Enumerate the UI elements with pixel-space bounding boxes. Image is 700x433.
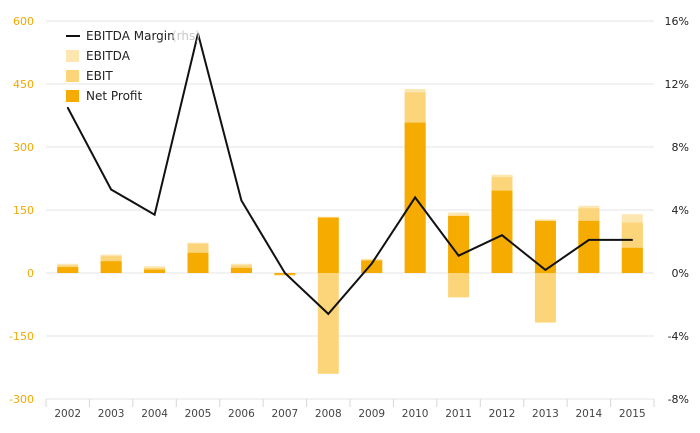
ebitda-margin-point bbox=[240, 199, 243, 202]
left-tick-label: 450 bbox=[13, 78, 34, 91]
legend-label-rhs: (rhs) bbox=[172, 29, 200, 43]
x-tick-label: 2006 bbox=[228, 408, 255, 420]
net-profit-bar bbox=[578, 220, 600, 273]
legend-label-ebitda: EBITDA bbox=[86, 49, 131, 63]
ebitda-margin-point bbox=[631, 239, 634, 241]
ebitda-margin-line bbox=[66, 33, 633, 316]
net-profit-bar bbox=[534, 220, 556, 273]
ebitda-margin-point bbox=[457, 254, 460, 257]
x-tick-label: 2011 bbox=[445, 408, 472, 420]
ebitda-margin-point bbox=[544, 269, 547, 271]
legend-label-net-profit: Net Profit bbox=[86, 89, 142, 103]
left-tick-label: -300 bbox=[9, 393, 34, 406]
ebit-bar bbox=[534, 273, 556, 323]
ebitda-margin-point bbox=[501, 234, 503, 236]
ebitda-margin-point bbox=[327, 313, 330, 315]
net-profit-bar bbox=[230, 267, 252, 273]
x-tick-label: 2012 bbox=[489, 408, 516, 420]
legend-swatch-net-profit bbox=[66, 90, 79, 102]
x-axis: 2002 2003 2004 2005 2006 2007 2008 2009 2010 2011… bbox=[45, 399, 655, 420]
x-tick-label: 2005 bbox=[185, 408, 212, 420]
left-tick-label: 600 bbox=[13, 15, 34, 28]
ebitda-margin-point bbox=[284, 272, 286, 274]
ebitda-margin-point bbox=[110, 188, 112, 191]
net-profit-bar bbox=[187, 252, 209, 273]
ebit-bar bbox=[317, 273, 339, 374]
right-axis: 16% 12% 8% 4% 0% -4% -8% bbox=[665, 15, 689, 406]
right-tick-label: 8% bbox=[672, 141, 689, 154]
net-profit-bar bbox=[317, 217, 339, 273]
x-tick-label: 2014 bbox=[575, 408, 602, 420]
left-tick-label: 150 bbox=[13, 204, 34, 217]
net-profit-bar bbox=[448, 215, 470, 273]
net-profit-bar bbox=[144, 269, 166, 273]
ebitda-margin-point bbox=[414, 196, 416, 199]
right-tick-label: -4% bbox=[668, 330, 689, 343]
x-tick-label: 2010 bbox=[402, 408, 429, 420]
x-tick-label: 2008 bbox=[315, 408, 342, 420]
net-profit-bar bbox=[100, 261, 122, 273]
legend: EBITDA Margin (rhs) EBITDA EBIT Net Prof… bbox=[66, 29, 200, 103]
x-tick-label: 2015 bbox=[619, 408, 646, 420]
net-profit-bar bbox=[491, 190, 513, 273]
x-tick-label: 2002 bbox=[54, 408, 81, 420]
x-tick-label: 2009 bbox=[358, 408, 385, 420]
x-tick-label: 2003 bbox=[98, 408, 125, 420]
legend-label-ebit: EBIT bbox=[86, 69, 113, 83]
ebitda-margin-point bbox=[197, 32, 199, 35]
ebitda-margin-point bbox=[370, 262, 373, 265]
ebit-bar bbox=[448, 273, 470, 298]
right-tick-label: -8% bbox=[668, 393, 689, 406]
left-tick-label: -150 bbox=[9, 330, 34, 343]
ebitda-margin-point bbox=[153, 213, 156, 216]
legend-label-ebitda-margin: EBITDA Margin bbox=[86, 29, 175, 43]
left-tick-label: 0 bbox=[27, 267, 34, 280]
right-tick-label: 16% bbox=[665, 15, 689, 28]
grid-lines bbox=[46, 20, 654, 400]
left-axis: 600 450 300 150 0 -150 -300 bbox=[9, 15, 34, 406]
right-tick-label: 12% bbox=[665, 78, 689, 91]
ebitda-margin-point bbox=[66, 106, 69, 109]
x-tick-label: 2004 bbox=[141, 408, 168, 420]
net-profit-bar bbox=[621, 247, 643, 273]
margin-line bbox=[66, 32, 634, 316]
legend-swatch-ebit bbox=[66, 70, 79, 82]
x-tick-label: 2007 bbox=[271, 408, 298, 420]
right-tick-label: 4% bbox=[672, 204, 689, 217]
left-tick-label: 300 bbox=[13, 141, 34, 154]
net-profit-bar bbox=[57, 267, 79, 273]
x-tick-label: 2013 bbox=[532, 408, 559, 420]
legend-swatch-ebitda bbox=[66, 50, 79, 62]
ebitda-margin-point bbox=[588, 239, 590, 241]
bars bbox=[57, 89, 643, 374]
right-tick-label: 0% bbox=[672, 267, 689, 280]
